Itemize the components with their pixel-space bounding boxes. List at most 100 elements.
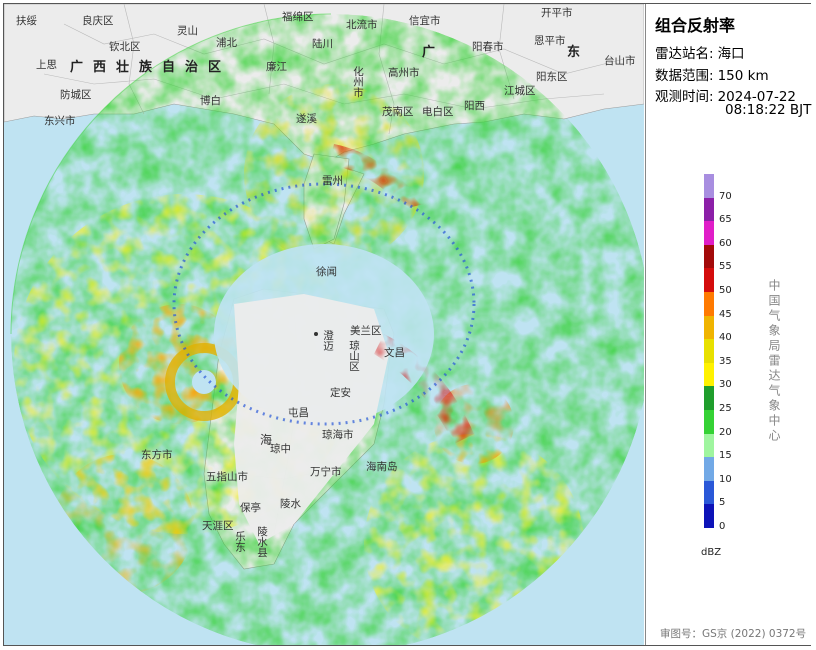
legend-tick-label: 0	[719, 521, 726, 532]
place-label: 陆川	[312, 38, 333, 50]
place-label: 遂溪	[296, 113, 317, 125]
legend-unit: dBZ	[701, 547, 722, 558]
place-label: 信宜市	[409, 15, 441, 27]
station-row: 雷达站名: 海口	[655, 42, 745, 62]
place-label: 广	[422, 45, 436, 60]
time-clock: 08:18:22 BJT	[725, 102, 812, 118]
place-label: 钦北区	[109, 41, 141, 53]
legend-swatch	[704, 221, 714, 245]
place-label: 定安	[330, 387, 351, 399]
place-label: 阳东区	[536, 71, 568, 83]
legend-tick-label: 25	[719, 403, 732, 414]
legend-swatch	[704, 268, 714, 292]
legend-swatch	[704, 292, 714, 316]
legend-tick-label: 45	[719, 308, 732, 320]
place-label: 台山市	[604, 55, 636, 67]
legend-swatch	[704, 480, 714, 505]
range-value: 150 km	[717, 68, 769, 84]
place-label: 万宁市	[310, 466, 342, 478]
legend-tick-label: 5	[719, 497, 726, 509]
place-label: 美兰区	[350, 325, 382, 337]
radar-site-marker	[314, 332, 318, 336]
place-label: 屯昌	[288, 407, 309, 419]
place-label: 恩平市	[534, 35, 566, 47]
place-label: 灵山	[177, 25, 198, 37]
legend-tick-label: 15	[719, 450, 732, 462]
place-label: 博白	[200, 95, 221, 107]
place-label: 北流市	[346, 19, 378, 31]
typhoon-eye	[192, 370, 216, 394]
legend-swatch	[704, 197, 714, 222]
panel-title: 组合反射率	[655, 16, 736, 35]
place-label: 上思	[36, 59, 57, 71]
radar-map-svg	[4, 4, 644, 645]
range-row: 数据范围: 150 km	[655, 64, 769, 84]
legend-tick-label: 35	[719, 355, 732, 367]
place-label: 东兴市	[44, 115, 76, 127]
place-label: 高州市	[388, 67, 420, 79]
place-label: 福绵区	[282, 11, 314, 23]
place-label: 防城区	[60, 89, 92, 101]
place-label: 东	[567, 45, 581, 60]
legend-swatch	[704, 362, 714, 387]
place-label: 良庆区	[82, 15, 114, 27]
place-label: 阳西	[464, 100, 485, 112]
legend-tick-label: 40	[719, 332, 732, 344]
legend-swatch	[704, 339, 714, 363]
place-label: 广西壮族自治区	[70, 60, 232, 75]
agency-label: 中国气象局雷达气象中心	[767, 279, 781, 444]
place-label: 天涯区	[202, 520, 234, 532]
radar-echo	[11, 14, 644, 645]
place-label: 扶绥	[16, 15, 37, 27]
place-label: 江城区	[504, 85, 536, 97]
legend-tick-label: 60	[719, 237, 732, 249]
legend-tick-label: 20	[719, 426, 732, 438]
legend-tick-label: 30	[719, 379, 732, 391]
place-label: 开平市	[541, 7, 573, 19]
place-label: 琼中	[270, 443, 291, 455]
place-label: 五指山市	[206, 471, 248, 483]
station-label: 雷达站名:	[655, 46, 714, 62]
place-label: 乐东	[234, 531, 247, 552]
place-label: 澄迈	[322, 330, 335, 351]
place-label: 琼山区	[348, 340, 361, 372]
place-label: 浦北	[216, 37, 237, 49]
place-label: 保亭	[240, 502, 261, 514]
clear-zone-land	[234, 294, 389, 544]
radar-map: 扶绥 良庆区 钦北区 灵山 浦北 福绵区 陆川 北流市 信宜市 阳春市 恩平市 …	[4, 4, 644, 645]
legend-swatch	[704, 433, 714, 458]
legend-tick-label: 70	[719, 190, 732, 202]
info-panel: 组合反射率 雷达站名: 海口 数据范围: 150 km 观测时间: 2024-07-2…	[645, 4, 812, 645]
time-date: 2024-07-22	[717, 89, 797, 105]
place-label: 电白区	[422, 106, 454, 118]
legend-swatch	[704, 457, 714, 481]
range-label: 数据范围:	[655, 68, 714, 84]
station-value: 海口	[717, 46, 745, 62]
place-label: 东方市	[141, 449, 173, 461]
map-approval-number: 审图号：GS京 (2022) 0372号	[660, 628, 807, 640]
legend-tick-label: 65	[719, 214, 732, 226]
legend-swatch	[704, 315, 714, 340]
legend-swatch	[704, 244, 714, 269]
legend-swatch	[704, 386, 714, 410]
legend-swatch	[704, 504, 714, 528]
place-label: 琼海市	[322, 429, 354, 441]
legend-tick-label: 55	[719, 261, 732, 273]
place-label: 廉江	[266, 61, 287, 73]
place-label: 化州市	[352, 66, 365, 98]
time-row: 观测时间: 2024-07-22	[655, 85, 796, 105]
legend-tick-label: 10	[719, 473, 732, 485]
legend-tick-label: 50	[719, 285, 732, 296]
place-label: 茂南区	[382, 106, 414, 118]
place-label: 陵水	[280, 498, 301, 510]
place-label: 阳春市	[472, 41, 504, 53]
time-label: 观测时间:	[655, 89, 714, 105]
radar-range-edge	[10, 13, 332, 335]
place-label: 雷州	[322, 175, 343, 187]
place-label: 海	[260, 433, 273, 447]
weak-echo-ring	[172, 182, 476, 426]
legend-swatch	[704, 410, 714, 434]
place-label: 文昌	[384, 347, 405, 359]
legend-swatch	[704, 174, 714, 198]
place-label: 海南岛	[366, 461, 398, 473]
